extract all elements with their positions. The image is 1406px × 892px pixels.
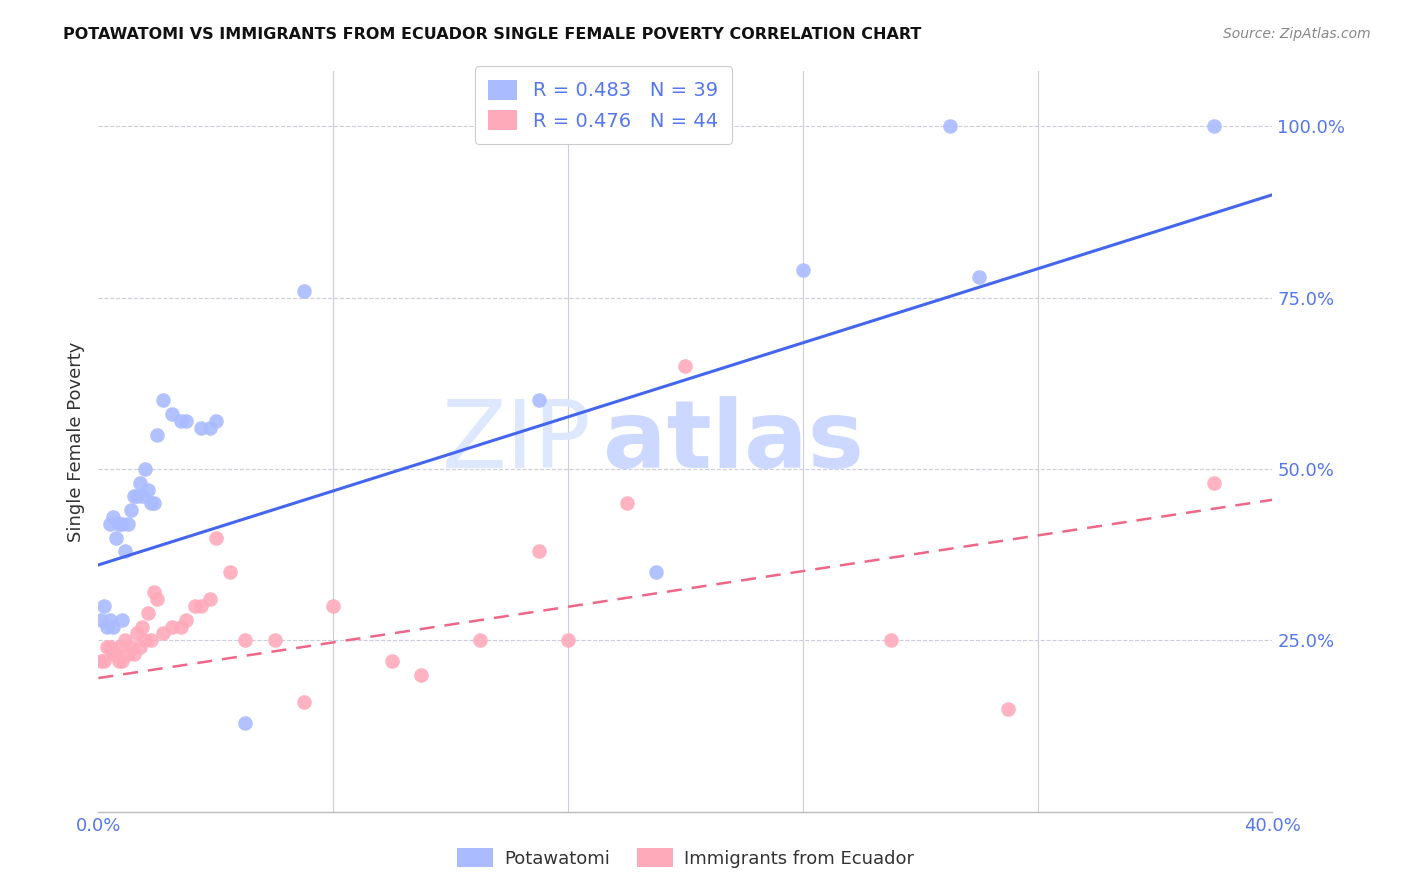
Point <box>616 496 638 510</box>
Point <box>190 421 212 435</box>
Point <box>675 119 697 133</box>
Point <box>96 619 118 633</box>
Point <box>322 599 344 613</box>
Point <box>152 626 174 640</box>
Point <box>152 393 174 408</box>
Point <box>128 640 150 655</box>
Point <box>111 654 134 668</box>
Point <box>557 633 579 648</box>
Text: ZIP: ZIP <box>441 395 592 488</box>
Point <box>90 654 112 668</box>
Point <box>176 414 198 428</box>
Point <box>169 414 191 428</box>
Point <box>967 270 990 285</box>
Point <box>122 489 145 503</box>
Point <box>176 613 198 627</box>
Point <box>219 565 242 579</box>
Point <box>122 647 145 661</box>
Point <box>96 640 118 655</box>
Point <box>527 544 550 558</box>
Point <box>1202 119 1225 133</box>
Point <box>114 544 136 558</box>
Point <box>105 531 128 545</box>
Point <box>146 427 169 442</box>
Point <box>233 715 256 730</box>
Point <box>117 516 139 531</box>
Point <box>1202 475 1225 490</box>
Point <box>997 702 1019 716</box>
Point <box>190 599 212 613</box>
Point <box>233 633 256 648</box>
Point <box>141 496 163 510</box>
Legend: Potawatomi, Immigrants from Ecuador: Potawatomi, Immigrants from Ecuador <box>449 839 922 877</box>
Point <box>108 516 131 531</box>
Point <box>143 496 166 510</box>
Point <box>146 592 169 607</box>
Point <box>160 619 183 633</box>
Point <box>938 119 960 133</box>
Point <box>645 565 668 579</box>
Point <box>169 619 191 633</box>
Point <box>134 633 156 648</box>
Point <box>160 407 183 421</box>
Point <box>105 647 128 661</box>
Point <box>263 633 285 648</box>
Text: Source: ZipAtlas.com: Source: ZipAtlas.com <box>1223 27 1371 41</box>
Point <box>111 516 134 531</box>
Point <box>101 510 124 524</box>
Point <box>198 592 221 607</box>
Point <box>101 619 124 633</box>
Point <box>120 503 142 517</box>
Point <box>527 393 550 408</box>
Y-axis label: Single Female Poverty: Single Female Poverty <box>66 342 84 541</box>
Point <box>198 421 221 435</box>
Point <box>120 640 142 655</box>
Text: POTAWATOMI VS IMMIGRANTS FROM ECUADOR SINGLE FEMALE POVERTY CORRELATION CHART: POTAWATOMI VS IMMIGRANTS FROM ECUADOR SI… <box>63 27 922 42</box>
Point <box>205 531 228 545</box>
Point <box>93 599 115 613</box>
Point <box>292 695 315 709</box>
Point <box>411 667 433 681</box>
Point <box>184 599 207 613</box>
Point <box>141 633 163 648</box>
Point <box>93 654 115 668</box>
Point <box>205 414 228 428</box>
Point <box>117 647 139 661</box>
Point <box>880 633 903 648</box>
Point <box>143 585 166 599</box>
Point <box>136 483 159 497</box>
Point <box>131 489 153 503</box>
Point <box>134 462 156 476</box>
Point <box>98 640 121 655</box>
Point <box>114 633 136 648</box>
Point <box>90 613 112 627</box>
Point <box>792 263 814 277</box>
Point <box>128 475 150 490</box>
Point <box>381 654 404 668</box>
Text: atlas: atlas <box>603 395 865 488</box>
Point <box>108 654 131 668</box>
Point <box>111 613 134 627</box>
Point <box>125 626 148 640</box>
Point <box>292 284 315 298</box>
Point <box>675 359 697 373</box>
Point <box>108 640 131 655</box>
Point <box>131 619 153 633</box>
Point <box>136 606 159 620</box>
Point <box>468 633 491 648</box>
Point <box>98 613 121 627</box>
Point <box>125 489 148 503</box>
Point <box>98 516 121 531</box>
Point <box>101 647 124 661</box>
